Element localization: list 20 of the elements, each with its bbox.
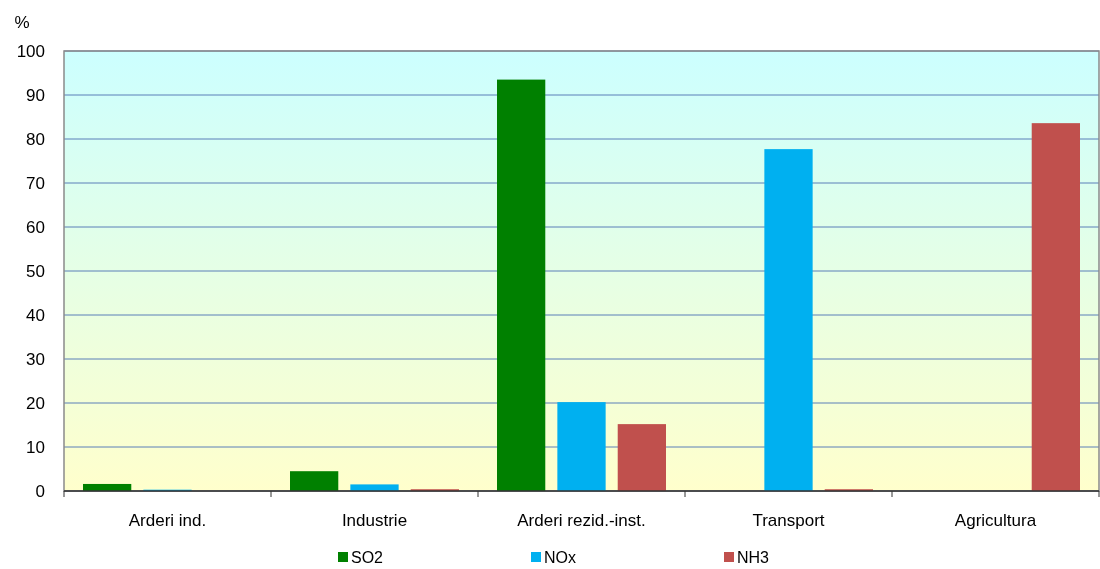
y-tick-label: 40 [26,305,45,325]
y-tick-label: 90 [26,85,45,105]
y-axis-title: % [14,12,30,32]
x-tick-label: Arderi ind. [128,511,207,530]
y-tick-label: 0 [35,481,45,501]
y-tick-label: 70 [26,173,45,193]
legend-label: NH3 [737,548,770,566]
x-tick-label: Industrie [341,511,408,530]
y-tick-label: 20 [26,393,45,413]
legend-label: SO2 [351,548,384,566]
y-tick-label: 100 [16,41,45,61]
x-tick-label: Agricultura [954,511,1037,530]
y-tick-label: 10 [26,437,45,457]
y-tick-label: 80 [26,129,45,149]
y-tick-label: 30 [26,349,45,369]
x-tick-label: Transport [752,511,825,530]
y-tick-label: 60 [26,217,45,237]
y-tick-label: 50 [26,261,45,281]
legend-label: NOx [544,548,576,566]
x-tick-label: Arderi rezid.-inst. [517,511,646,530]
